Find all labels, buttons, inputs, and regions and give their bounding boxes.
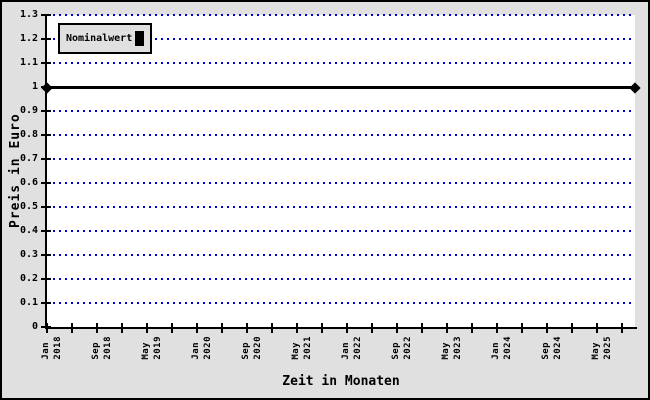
y-tick — [41, 182, 51, 184]
y-tick-label: 0.1 — [19, 297, 38, 308]
x-tick-label: May 2019 — [141, 335, 163, 360]
h-gridline — [47, 14, 633, 16]
y-tick — [41, 110, 51, 112]
y-tick-label: 0.8 — [19, 129, 38, 140]
h-gridline — [47, 278, 633, 280]
x-tick-major — [346, 323, 348, 333]
x-tick-minor — [321, 323, 323, 333]
y-tick-label: 0.4 — [19, 225, 38, 236]
y-tick — [41, 302, 51, 304]
y-tick-label: 0.3 — [19, 249, 38, 260]
h-gridline — [47, 302, 633, 304]
y-tick — [41, 230, 51, 232]
x-tick-major — [496, 323, 498, 333]
x-tick-label: May 2021 — [291, 335, 313, 360]
y-axis-line — [45, 15, 47, 329]
y-tick-label: 0.7 — [19, 153, 38, 164]
x-axis-title: Zeit in Monaten — [282, 374, 400, 389]
x-tick-label: Sep 2018 — [91, 335, 113, 360]
x-tick-major — [246, 323, 248, 333]
x-tick-label: Jan 2022 — [341, 335, 363, 360]
y-tick-label: 1 — [31, 81, 38, 92]
legend-box: Nominalwert — [58, 23, 152, 54]
series-endpoint-marker-left — [41, 82, 53, 94]
x-tick-major — [196, 323, 198, 333]
h-gridline — [47, 182, 633, 184]
x-tick-minor — [271, 323, 273, 333]
x-tick-label: Jan 2018 — [41, 335, 63, 360]
legend-series-marker-icon — [135, 31, 144, 46]
h-gridline — [47, 62, 633, 64]
x-tick-minor — [621, 323, 623, 333]
y-tick-label: 0.6 — [19, 177, 38, 188]
h-gridline — [47, 158, 633, 160]
x-tick-major — [296, 323, 298, 333]
x-tick-label: Sep 2020 — [241, 335, 263, 360]
h-gridline — [47, 206, 633, 208]
x-tick-major — [396, 323, 398, 333]
y-tick — [41, 278, 51, 280]
y-tick — [41, 134, 51, 136]
x-tick-label: Sep 2024 — [541, 335, 563, 360]
h-gridline — [47, 38, 633, 40]
x-tick-label: Jan 2020 — [191, 335, 213, 360]
h-gridline — [47, 110, 633, 112]
y-tick — [41, 62, 51, 64]
y-tick-label: 0.2 — [19, 273, 38, 284]
series-line-nominalwert — [47, 86, 635, 89]
x-tick-label: May 2023 — [441, 335, 463, 360]
x-tick-major — [596, 323, 598, 333]
x-tick-label: May 2025 — [591, 335, 613, 360]
x-tick-minor — [71, 323, 73, 333]
x-tick-minor — [171, 323, 173, 333]
x-tick-major — [46, 323, 48, 333]
x-tick-minor — [571, 323, 573, 333]
x-tick-minor — [221, 323, 223, 333]
x-tick-minor — [121, 323, 123, 333]
x-tick-minor — [371, 323, 373, 333]
x-tick-minor — [521, 323, 523, 333]
legend-entry-label: Nominalwert — [66, 33, 133, 44]
x-tick-label: Jan 2024 — [491, 335, 513, 360]
x-tick-minor — [471, 323, 473, 333]
x-tick-major — [146, 323, 148, 333]
y-tick — [41, 254, 51, 256]
x-tick-major — [96, 323, 98, 333]
x-tick-minor — [421, 323, 423, 333]
x-tick-label: Sep 2022 — [391, 335, 413, 360]
h-gridline — [47, 254, 633, 256]
y-tick-label: 0.9 — [19, 105, 38, 116]
y-tick-label: 1.2 — [19, 33, 38, 44]
y-tick-label: 0.5 — [19, 201, 38, 212]
h-gridline — [47, 230, 633, 232]
h-gridline — [47, 134, 633, 136]
y-tick — [41, 158, 51, 160]
y-tick — [41, 206, 51, 208]
y-tick-label: 0 — [31, 321, 38, 332]
x-tick-major — [446, 323, 448, 333]
plot-area: Nominalwert 0 0.1 0.2 0.3 0.4 0.5 0.6 0.7 0.8 0.9… — [20, 9, 641, 360]
y-tick — [41, 14, 51, 16]
y-tick — [41, 38, 51, 40]
x-tick-major — [546, 323, 548, 333]
x-axis-line — [45, 327, 637, 329]
y-tick-label: 1.3 — [19, 9, 38, 20]
series-endpoint-marker-right — [629, 82, 641, 94]
y-tick-label: 1.1 — [19, 57, 38, 68]
